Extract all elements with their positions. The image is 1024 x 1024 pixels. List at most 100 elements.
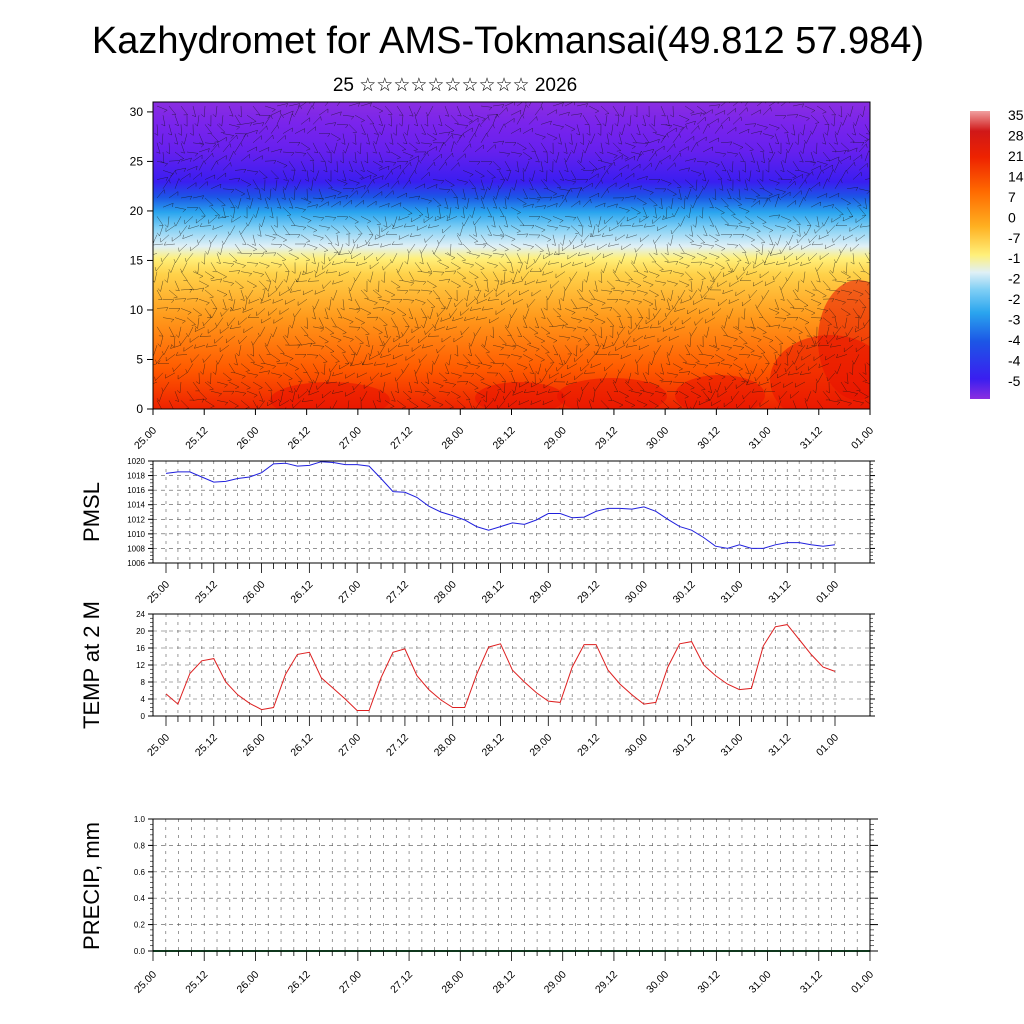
heatmap-x-tick-label: 26.00 (234, 425, 261, 452)
pmsl-ylabel: PMSL (79, 482, 104, 542)
warm-spot-1 (475, 382, 565, 409)
heatmap-y-axis: 0 5 10 15 20 25 30 (130, 105, 153, 416)
heatmap-x-tick-label: 28.12 (491, 425, 518, 452)
warm-spot-0 (270, 382, 390, 409)
heatmap-y-tick-label: 0 (136, 402, 143, 416)
temp-x-axis: 25.00 25.12 26.00 26.12 27.00 27.12 28.00 28.12… (145, 716, 841, 759)
pmsl-panel: PMSL 1006 1008 1010 1012 1014 1016 1018 1020 25… (79, 457, 875, 606)
y-tick-label: 20 (136, 627, 145, 636)
x-tick-label: 29.12 (593, 969, 620, 996)
x-tick-label: 31.00 (718, 732, 745, 759)
x-tick-label: 29.12 (575, 579, 602, 606)
x-tick-label: 31.12 (766, 732, 793, 759)
x-tick-label: 01.00 (849, 969, 876, 996)
x-tick-label: 31.00 (718, 579, 745, 606)
colorbar-label: 7 (1008, 189, 1016, 205)
colorbar-label: 0 (1008, 209, 1016, 225)
x-tick-label: 30.00 (623, 732, 650, 759)
x-tick-label: 25.12 (193, 732, 220, 759)
precip-grid (152, 818, 871, 952)
colorbar-label: -2 (1008, 291, 1021, 307)
y-tick-label: 0 (141, 712, 146, 721)
colorbar: 35 28 21 14 7 0 -7 -1 -2 -2 -3 -4 -4 -5 (970, 107, 1024, 399)
x-tick-label: 26.00 (241, 579, 268, 606)
heatmap-x-tick-label: 28.00 (439, 425, 466, 452)
y-tick-label: 1020 (127, 457, 145, 466)
x-tick-label: 26.12 (286, 969, 313, 996)
x-tick-label: 01.00 (814, 732, 841, 759)
wind-barbs-layer (153, 102, 870, 409)
y-tick-label: 1006 (127, 559, 145, 568)
x-tick-label: 28.12 (480, 732, 507, 759)
x-tick-label: 26.00 (241, 732, 268, 759)
heatmap-y-tick-label: 10 (130, 303, 144, 317)
chart-subtitle: 25 ☆☆☆☆☆☆☆☆☆☆ 2026 (333, 75, 577, 96)
y-tick-label: 0.4 (134, 894, 146, 903)
x-tick-label: 28.12 (491, 969, 518, 996)
x-tick-label: 27.00 (336, 579, 363, 606)
x-tick-label: 30.00 (644, 969, 671, 996)
upper-air-panel: 0 5 10 15 20 25 30 25.00 25.12 26.00 26.12 27.00 27… (130, 101, 876, 452)
colorbar-label: -4 (1008, 332, 1021, 348)
x-tick-label: 30.12 (671, 579, 698, 606)
heatmap-y-tick-label: 20 (130, 204, 144, 218)
x-tick-label: 25.12 (183, 969, 210, 996)
x-tick-label: 26.12 (288, 579, 315, 606)
x-tick-label: 28.00 (439, 969, 466, 996)
colorbar-label: 14 (1008, 168, 1024, 184)
y-tick-label: 1012 (127, 515, 145, 524)
x-tick-label: 31.00 (747, 969, 774, 996)
x-tick-label: 27.00 (337, 969, 364, 996)
x-tick-label: 31.12 (798, 969, 825, 996)
y-tick-label: 1014 (127, 501, 145, 510)
precip-y-axis: 0.0 0.2 0.4 0.6 0.8 1.0 (134, 815, 878, 956)
y-tick-label: 1018 (127, 472, 145, 481)
colorbar-label: 28 (1008, 127, 1024, 143)
y-tick-label: 1010 (127, 530, 145, 539)
chart-title: Kazhydromet for AMS-Tokmansai(49.812 57.… (92, 20, 924, 62)
heatmap-x-tick-label: 31.12 (798, 425, 825, 452)
x-tick-label: 28.00 (432, 579, 459, 606)
colorbar-label: -3 (1008, 312, 1021, 328)
y-tick-label: 0.8 (134, 841, 146, 850)
pmsl-y-axis: 1006 1008 1010 1012 1014 1016 1018 1020 (127, 457, 875, 568)
y-tick-label: 24 (136, 610, 145, 619)
x-tick-label: 26.12 (288, 732, 315, 759)
warm-spots-layer (270, 280, 870, 409)
warm-spot-5 (818, 280, 870, 400)
heatmap-x-tick-label: 01.00 (849, 425, 876, 452)
x-tick-label: 27.12 (384, 732, 411, 759)
x-tick-label: 27.12 (384, 579, 411, 606)
pmsl-series-line (165, 461, 836, 549)
colorbar-label: -5 (1008, 373, 1021, 389)
heatmap-x-tick-label: 26.12 (286, 425, 313, 452)
warm-spot-3 (675, 375, 765, 409)
x-tick-label: 29.00 (527, 732, 554, 759)
heatmap-y-tick-label: 25 (130, 154, 144, 168)
pmsl-frame (152, 460, 871, 564)
heatmap-x-tick-label: 29.00 (542, 425, 569, 452)
heatmap-x-tick-label: 30.12 (695, 425, 722, 452)
y-tick-label: 0.0 (134, 947, 146, 956)
x-tick-label: 25.12 (193, 579, 220, 606)
temp-ylabel: TEMP at 2 M (79, 601, 104, 729)
pmsl-x-axis: 25.00 25.12 26.00 26.12 27.00 27.12 28.00 28.12… (145, 563, 841, 606)
x-tick-label: 25.00 (145, 579, 172, 606)
heatmap-x-tick-label: 25.12 (183, 425, 210, 452)
heatmap-x-tick-label: 27.12 (388, 425, 415, 452)
temp-grid (153, 613, 870, 717)
y-tick-label: 0.6 (134, 868, 146, 877)
colorbar-label: 21 (1008, 148, 1024, 164)
x-tick-label: 30.00 (623, 579, 650, 606)
wind-barbs (153, 102, 870, 409)
colorbar-label: -2 (1008, 271, 1021, 287)
x-tick-label: 27.00 (336, 732, 363, 759)
x-tick-label: 27.12 (388, 969, 415, 996)
heatmap-x-tick-label: 29.12 (593, 425, 620, 452)
x-tick-label: 26.00 (234, 969, 261, 996)
y-tick-label: 1.0 (134, 815, 146, 824)
x-tick-label: 01.00 (814, 579, 841, 606)
precip-x-axis: 25.00 25.12 26.00 26.12 27.00 27.12 28.00 28.12… (132, 951, 876, 996)
x-tick-label: 30.12 (695, 969, 722, 996)
